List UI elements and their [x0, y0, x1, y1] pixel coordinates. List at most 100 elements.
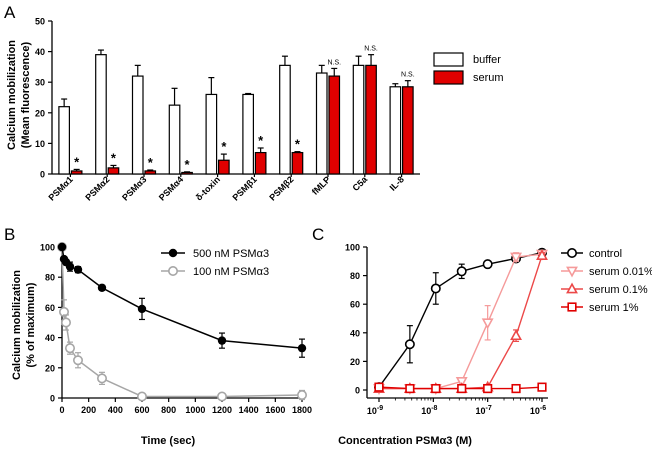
a-annotation-ns: N.S. — [364, 46, 378, 53]
c-point-control — [430, 283, 441, 294]
a-category-label: fMLP — [310, 174, 333, 197]
a-ytick-label: 10 — [35, 139, 45, 149]
c-ytick-label: 40 — [350, 328, 360, 338]
b-ytick-label: 80 — [45, 273, 55, 283]
a-bar-buffer — [168, 104, 181, 175]
b-xtick-label: 1600 — [265, 405, 285, 415]
a-category-label: PSMβ1 — [231, 174, 259, 202]
b-point-100nm — [217, 391, 228, 402]
c-legend-marker-serum-01 — [566, 282, 578, 294]
c-point-serum-1 — [511, 383, 521, 394]
c-point-serum-001 — [455, 377, 468, 388]
a-bar-serum — [402, 86, 414, 175]
b-point-500nm — [217, 336, 227, 345]
b-xtick-label: 1800 — [292, 405, 312, 415]
legend-label-serum: serum — [473, 72, 504, 84]
a-annotation-star: * — [148, 155, 154, 170]
c-point-control — [482, 259, 493, 270]
panel-b: Calcium mobilization (% of maximum) Time… — [11, 242, 312, 447]
c-xtick-label: 10-6 — [530, 405, 546, 416]
b-point-500nm — [73, 265, 83, 274]
a-bar-serum — [254, 151, 267, 175]
a-bar-buffer — [242, 93, 254, 175]
a-ytick-label: 40 — [35, 47, 45, 57]
panel-label-c: C — [312, 225, 324, 244]
c-legend-label-control: control — [589, 248, 622, 260]
b-point-100nm — [137, 391, 148, 402]
c-plot-area: 0 20 40 60 80 100 10-9 10-8 10-7 10-6 — [345, 243, 548, 416]
c-point-serum-1 — [483, 383, 493, 394]
a-category-label: PSMα1 — [46, 174, 74, 202]
panel-label-b: B — [4, 225, 15, 244]
a-annotation-star: * — [111, 150, 117, 165]
c-point-control — [456, 266, 467, 277]
a-bar-serum — [218, 159, 230, 175]
c-legend-marker-serum-1 — [567, 302, 577, 312]
c-ytick-label: 100 — [345, 243, 360, 253]
b-xtick-label: 1000 — [185, 405, 205, 415]
a-bar-serum — [107, 167, 120, 175]
a-category-label: δ-toxin — [194, 174, 222, 202]
c-xtick-label: 10-7 — [476, 405, 492, 416]
c-legend-label-serum-001: serum 0.01% — [589, 266, 652, 278]
legend-marker-100nm — [168, 265, 179, 276]
b-point-100nm — [97, 373, 108, 384]
b-xtick-label: 1200 — [212, 405, 232, 415]
a-legend: buffer serum — [433, 52, 504, 85]
a-ytick-label: 0 — [40, 170, 45, 180]
a-category-label: PSMα2 — [83, 174, 111, 202]
a-annotation-star: * — [185, 157, 191, 172]
legend-swatch-serum — [433, 70, 464, 85]
b-xtick-label: 400 — [108, 405, 123, 415]
c-ytick-label: 0 — [355, 386, 360, 396]
legend-swatch-buffer — [433, 52, 464, 67]
c-point-serum-01 — [536, 249, 548, 260]
legend-label-500nm: 500 nM PSMα3 — [193, 248, 269, 260]
c-ytick-label: 60 — [350, 300, 360, 310]
c-legend-label-serum-01: serum 0.1% — [589, 284, 648, 296]
legend-label-buffer: buffer — [473, 54, 501, 66]
panel-label-a: A — [4, 3, 16, 22]
c-xtick-label: 10-8 — [421, 405, 437, 416]
a-category-label: PSMβ2 — [267, 174, 295, 202]
b-point-100nm — [296, 389, 307, 400]
c-point-serum-1 — [431, 383, 441, 394]
c-point-serum-001 — [481, 318, 494, 330]
a-ytick-label: 20 — [35, 108, 45, 118]
b-ylabel2: (% of maximum) — [25, 282, 37, 367]
c-legend: control serum 0.01% serum 0.1% serum 1% — [561, 248, 652, 314]
b-ytick-label: 0 — [50, 394, 55, 404]
c-ytick-label: 20 — [350, 357, 360, 367]
panel-c: Concentration PSMα3 (M) 0 20 40 60 80 100 10-9… — [338, 243, 652, 448]
b-xtick-label: 600 — [134, 405, 149, 415]
b-point-500nm — [137, 304, 147, 314]
a-bar-buffer — [352, 64, 365, 175]
a-category-label: PSMα3 — [120, 174, 148, 202]
b-point-500nm — [97, 283, 107, 292]
panel-a: Calcium mobilization (Mean fluorescence)… — [6, 17, 504, 203]
a-bar-buffer — [389, 86, 402, 175]
a-ylabel2: (Mean fluorescence) — [20, 41, 32, 148]
a-annotation-star: * — [295, 137, 301, 152]
b-point-500nm — [57, 242, 67, 252]
a-bar-serum — [70, 170, 83, 175]
a-bar-serum — [181, 171, 193, 175]
a-bar-buffer — [58, 106, 71, 175]
c-legend-marker-serum-001 — [566, 266, 578, 278]
b-point-100nm — [58, 306, 69, 317]
b-xtick-label: 1400 — [239, 405, 259, 415]
c-xlabel: Concentration PSMα3 (M) — [338, 435, 472, 447]
a-bar-buffer — [279, 64, 291, 175]
b-series-line-500nm — [61, 246, 303, 349]
a-ylabel: Calcium mobilization — [6, 40, 18, 150]
a-bar-buffer — [131, 75, 144, 175]
a-bar-buffer — [315, 72, 328, 175]
a-category-label: IL-8 — [388, 174, 406, 192]
a-bar-serum — [144, 170, 157, 175]
a-annotation-star: * — [258, 133, 264, 148]
c-point-serum-1 — [405, 383, 415, 394]
b-point-500nm — [297, 343, 307, 353]
a-annotation-star: * — [221, 139, 227, 154]
c-legend-marker-control — [566, 248, 577, 259]
b-xtick-label: 0 — [59, 405, 64, 415]
